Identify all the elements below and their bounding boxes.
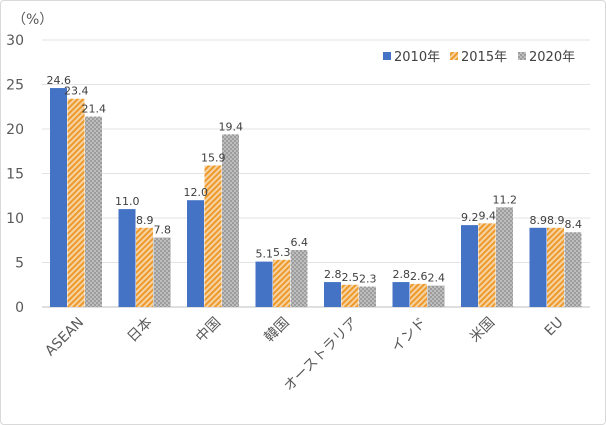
y-tick-label: 30 bbox=[6, 33, 24, 49]
data-label: 2.4 bbox=[428, 272, 446, 285]
y-axis-ticks: 0 5 10 15 20 25 30 bbox=[6, 33, 24, 316]
bar bbox=[529, 227, 547, 307]
bar bbox=[359, 286, 376, 307]
data-label: 19.4 bbox=[219, 120, 244, 133]
bars bbox=[50, 88, 582, 308]
y-tick-label: 0 bbox=[15, 300, 24, 316]
data-label: 2.6 bbox=[410, 270, 428, 283]
bar bbox=[204, 165, 222, 307]
data-label: 2.3 bbox=[359, 273, 377, 286]
data-label: 24.6 bbox=[47, 74, 72, 87]
data-label: 2.8 bbox=[324, 268, 342, 281]
bar bbox=[392, 282, 410, 307]
data-label: 21.4 bbox=[82, 103, 107, 116]
bar bbox=[324, 282, 341, 307]
data-label: 15.9 bbox=[201, 151, 226, 164]
data-label: 11.2 bbox=[493, 193, 518, 206]
bar bbox=[496, 207, 513, 307]
data-label: 8.9 bbox=[547, 214, 565, 227]
legend-label: 2015年 bbox=[461, 50, 507, 65]
legend-label: 2010年 bbox=[394, 50, 440, 65]
data-label: 5.3 bbox=[273, 246, 291, 259]
category-label: ASEAN bbox=[42, 315, 87, 360]
data-label: 8.9 bbox=[136, 214, 154, 227]
category-label: インド bbox=[389, 315, 430, 356]
data-label: 12.0 bbox=[184, 186, 209, 199]
category-label: 日本 bbox=[124, 315, 155, 346]
bar bbox=[410, 283, 427, 307]
y-tick-label: 15 bbox=[6, 167, 24, 183]
category-label: 中国 bbox=[193, 315, 224, 346]
data-label: 11.0 bbox=[115, 195, 140, 208]
category-label: 韓国 bbox=[261, 315, 292, 346]
data-label: 8.4 bbox=[565, 218, 583, 231]
data-label: 8.9 bbox=[530, 214, 548, 227]
data-label: 2.5 bbox=[342, 271, 360, 284]
bar bbox=[118, 209, 136, 307]
bar bbox=[461, 225, 478, 307]
bar bbox=[153, 237, 171, 307]
y-tick-label: 10 bbox=[6, 211, 24, 227]
bar bbox=[427, 285, 445, 307]
legend-swatch bbox=[383, 52, 391, 60]
bar bbox=[341, 284, 359, 307]
data-label: 7.8 bbox=[154, 224, 172, 237]
legend-swatch bbox=[518, 52, 526, 60]
data-label: 23.4 bbox=[64, 85, 89, 98]
bar bbox=[547, 227, 564, 307]
bar bbox=[222, 134, 239, 307]
bar bbox=[255, 261, 273, 307]
legend: 2010年 2015年 2020年 bbox=[383, 50, 575, 65]
category-label: EU bbox=[542, 315, 567, 340]
legend-swatch bbox=[450, 52, 458, 60]
y-tick-label: 5 bbox=[15, 256, 24, 272]
category-label: 米国 bbox=[467, 315, 498, 346]
bar bbox=[290, 250, 308, 307]
bar bbox=[478, 223, 496, 307]
data-label: 9.2 bbox=[461, 211, 479, 224]
y-tick-label: 25 bbox=[6, 78, 24, 94]
bar bbox=[67, 98, 85, 308]
category-label: オーストラリア bbox=[281, 315, 361, 395]
bar bbox=[187, 200, 204, 307]
bar bbox=[85, 116, 102, 307]
bar bbox=[564, 232, 582, 307]
y-axis-unit-label: （%） bbox=[12, 12, 53, 28]
data-labels: 24.623.421.411.08.97.812.015.919.45.1 5.3… bbox=[47, 74, 583, 285]
data-label: 5.1 bbox=[256, 248, 274, 261]
data-label: 9.4 bbox=[479, 209, 497, 222]
bar bbox=[136, 227, 153, 307]
bar bbox=[50, 88, 67, 307]
data-label: 6.4 bbox=[291, 236, 309, 249]
bar bbox=[273, 259, 290, 307]
y-tick-label: 20 bbox=[6, 122, 24, 138]
legend-label: 2020年 bbox=[529, 50, 575, 65]
data-label: 2.8 bbox=[393, 268, 411, 281]
